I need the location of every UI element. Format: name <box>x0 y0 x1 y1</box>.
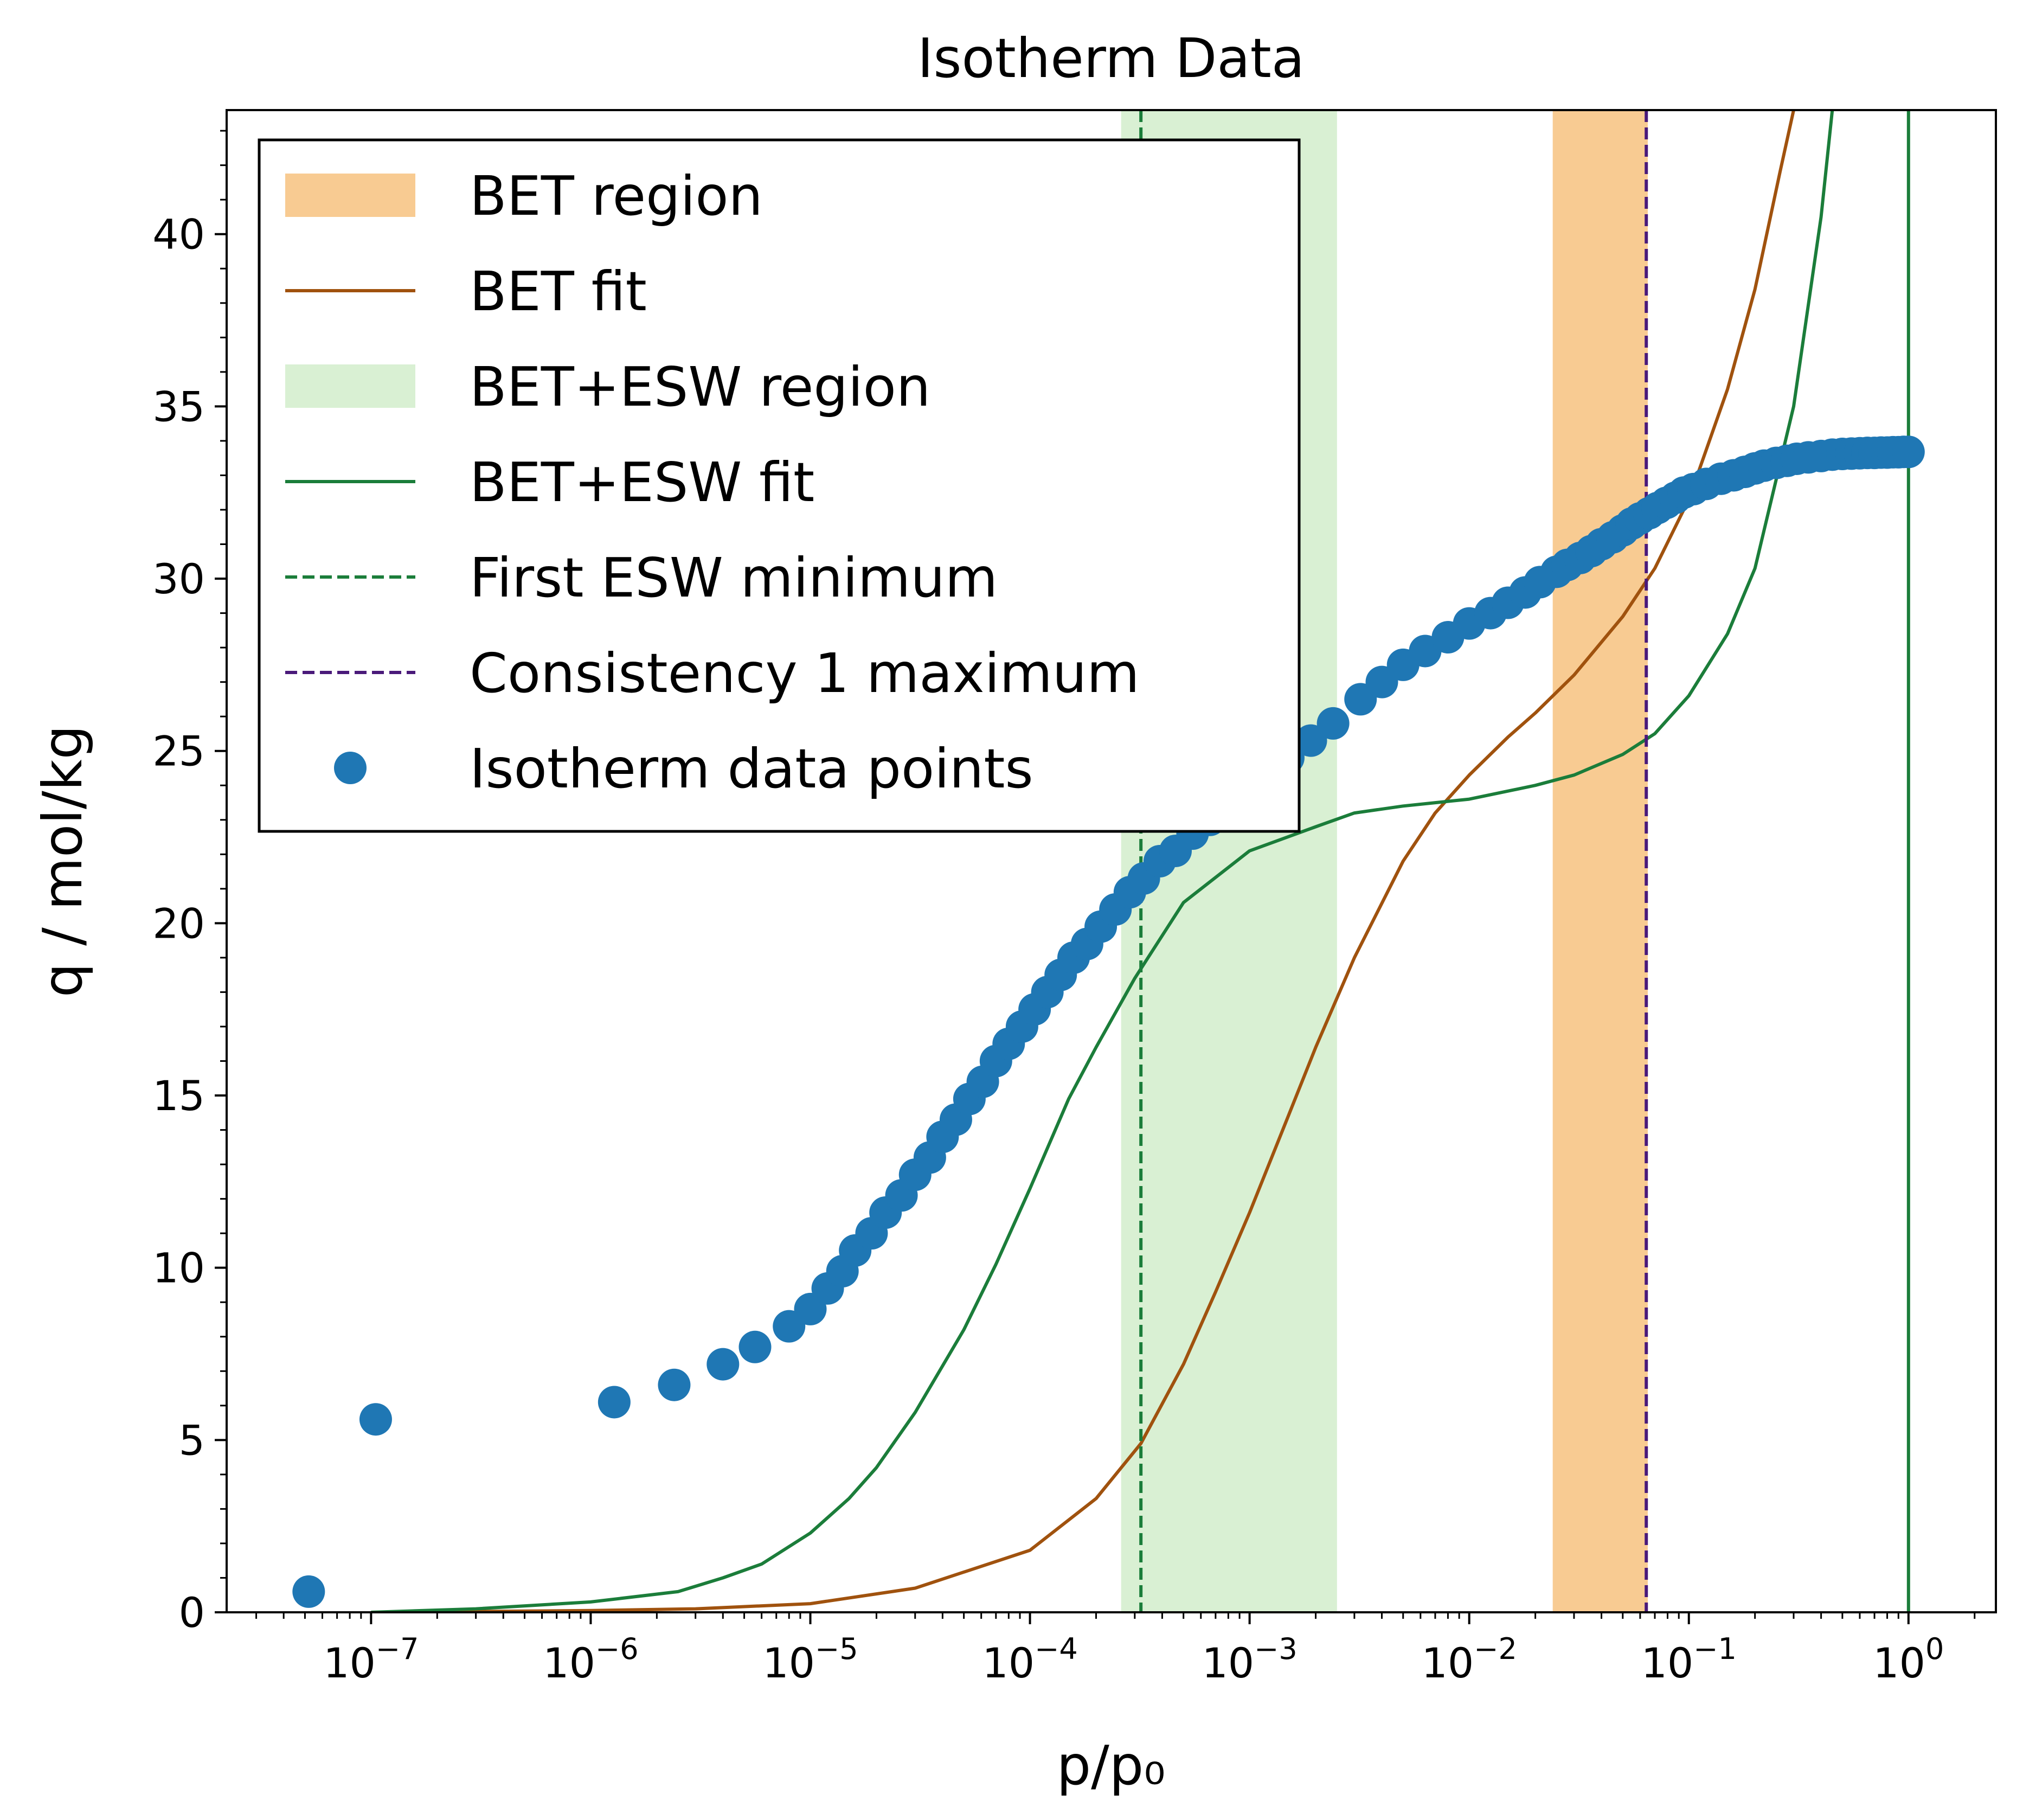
x-axis-label: p/p₀ <box>1057 1734 1166 1797</box>
plot-frame <box>226 109 1997 1613</box>
x-tick-label: 10−4 <box>982 1632 1077 1687</box>
legend-label: BET+ESW fit <box>470 451 814 514</box>
y-tick-label: 15 <box>152 1072 205 1120</box>
data-point <box>658 1368 691 1401</box>
y-tick-label: 0 <box>179 1588 205 1637</box>
x-axis: 10−7 10−6 10−5 10−4 10−3 10−2 10−1 100 <box>255 1612 1976 1687</box>
legend-label: Isotherm data points <box>470 737 1033 800</box>
data-point <box>1892 435 1925 469</box>
bet-esw-fit-line <box>371 110 1834 1612</box>
data-point <box>738 1330 772 1363</box>
x-tick-label: 10−2 <box>1422 1632 1517 1687</box>
x-tick-label: 10−7 <box>323 1632 419 1687</box>
chart-title: Isotherm Data <box>917 27 1305 90</box>
y-tick-label: 30 <box>152 555 205 603</box>
data-point <box>292 1575 325 1608</box>
fit-lines <box>371 110 1910 1612</box>
legend-label: Consistency 1 maximum <box>470 642 1140 705</box>
x-tick-label: 100 <box>1873 1632 1944 1687</box>
legend-swatch <box>285 364 415 408</box>
legend-swatch <box>285 174 415 217</box>
legend-item-bet-region: BET region <box>285 164 763 228</box>
legend-item-first-esw-minimum: First ESW minimum <box>285 546 998 610</box>
data-point <box>1316 707 1350 740</box>
legend-item-consistency-1-maximum: Consistency 1 maximum <box>285 642 1140 705</box>
legend: BET region BET fit BET+ESW region BET+ESW f… <box>258 138 1301 833</box>
data-point <box>1294 724 1327 757</box>
legend-box <box>258 138 1301 833</box>
y-tick-label: 25 <box>152 727 205 776</box>
legend-label: BET+ESW region <box>470 355 930 419</box>
bet-fit-line <box>371 110 1795 1612</box>
data-point <box>598 1386 631 1419</box>
legend-label: First ESW minimum <box>470 546 998 610</box>
legend-label: BET fit <box>470 260 647 323</box>
legend-item-bet-esw-fit: BET+ESW fit <box>285 451 814 514</box>
y-tick-label: 35 <box>152 382 205 431</box>
y-axis: 0 5 10 15 20 25 30 35 40 <box>152 130 227 1637</box>
data-point <box>707 1348 740 1381</box>
bet-region-band <box>1552 110 1648 1612</box>
x-tick-label: 10−5 <box>762 1632 858 1687</box>
legend-label: BET region <box>470 164 763 228</box>
data-point <box>359 1403 392 1436</box>
legend-item-bet-esw-region: BET+ESW region <box>285 355 930 419</box>
x-tick-label: 10−1 <box>1641 1632 1737 1687</box>
y-axis-label: q / mol/kg <box>31 725 94 997</box>
legend-item-bet-fit: BET fit <box>285 260 647 323</box>
y-tick-label: 10 <box>152 1244 205 1292</box>
y-tick-label: 40 <box>152 210 205 259</box>
legend-swatch <box>334 752 367 784</box>
x-tick-label: 10−6 <box>543 1632 638 1687</box>
x-tick-label: 10−3 <box>1202 1632 1297 1687</box>
legend-item-isotherm-data-points: Isotherm data points <box>334 737 1033 800</box>
y-tick-label: 5 <box>179 1416 205 1464</box>
y-tick-label: 20 <box>152 899 205 947</box>
